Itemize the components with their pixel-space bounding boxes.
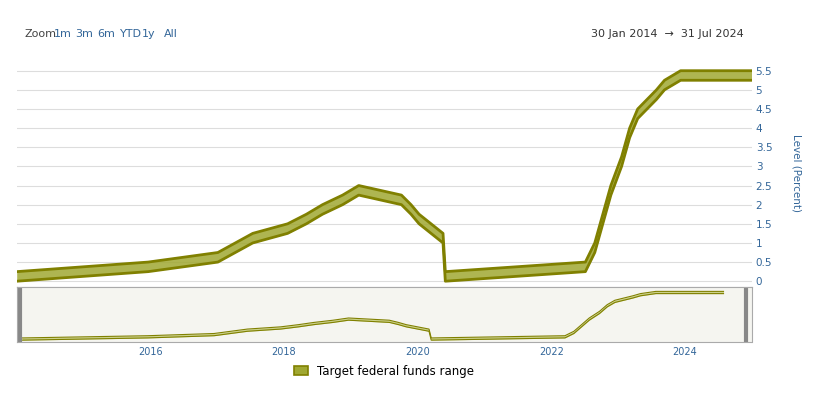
Text: Zoom: Zoom xyxy=(24,29,56,39)
Text: All: All xyxy=(164,29,178,39)
Text: 6m: 6m xyxy=(98,29,115,39)
Text: 1m: 1m xyxy=(53,29,71,39)
Text: 30 Jan 2014  →  31 Jul 2024: 30 Jan 2014 → 31 Jul 2024 xyxy=(591,29,744,39)
Text: YTD: YTD xyxy=(119,29,142,39)
Text: 3m: 3m xyxy=(75,29,94,39)
Text: 1y: 1y xyxy=(142,29,155,39)
Y-axis label: Level (Percent): Level (Percent) xyxy=(792,134,802,212)
Legend: Target federal funds range: Target federal funds range xyxy=(289,360,479,382)
